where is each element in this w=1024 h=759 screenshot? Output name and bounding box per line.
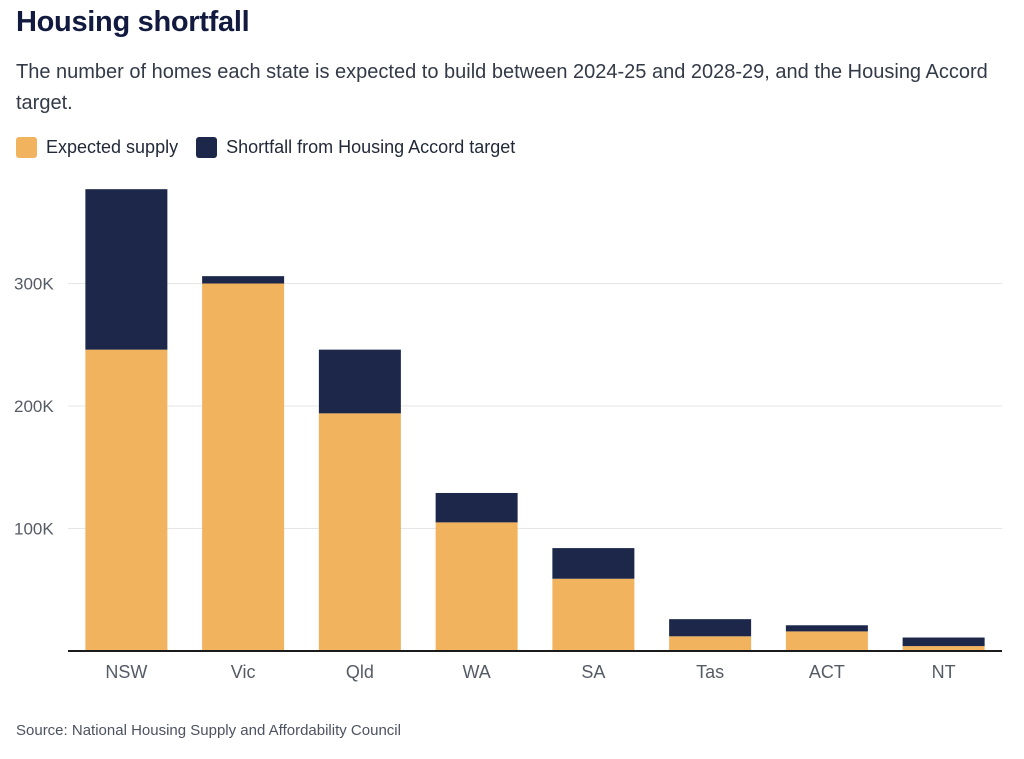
x-tick-label: WA — [462, 662, 490, 682]
bar-shortfall-act — [785, 625, 868, 632]
y-tick-label: 200K — [14, 397, 54, 416]
bar-shortfall-vic — [202, 276, 285, 284]
bar-supply-vic — [202, 283, 285, 651]
source-note: Source: National Housing Supply and Affo… — [16, 722, 401, 739]
x-tick-label: ACT — [809, 662, 845, 682]
x-tick-label: Tas — [696, 662, 724, 682]
legend-swatch-supply — [16, 137, 37, 158]
legend-swatch-shortfall — [196, 137, 218, 158]
y-tick-label: 100K — [14, 520, 54, 539]
legend-item-supply: Expected supply — [16, 137, 178, 158]
axis-labels: 100K 200K 300K NSW Vic Qld WA SA Tas ACT NT — [14, 275, 956, 683]
bar-shortfall-wa — [435, 492, 518, 523]
legend-label-supply: Expected supply — [46, 137, 179, 157]
bar-supply-tas — [669, 636, 752, 651]
bar-supply-qld — [318, 413, 401, 651]
bar-supply-nsw — [85, 349, 168, 651]
chart-subtitle: The number of homes each state is expect… — [16, 61, 988, 114]
legend: Expected supply Shortfall from Housing A… — [16, 137, 533, 158]
legend-item-shortfall: Shortfall from Housing Accord target — [196, 137, 515, 158]
bar-supply-wa — [435, 522, 518, 651]
bar-shortfall-nsw — [85, 189, 168, 350]
stacked-bar-chart: 100K 200K 300K NSW Vic Qld WA SA Tas ACT NT — [14, 189, 1002, 683]
bar-shortfall-sa — [552, 548, 635, 579]
x-tick-label: Vic — [231, 662, 256, 682]
bar-supply-nt — [902, 646, 985, 651]
x-tick-label: Qld — [346, 662, 374, 682]
bar-supply-act — [785, 631, 868, 651]
x-tick-label: NT — [932, 662, 956, 682]
legend-label-shortfall: Shortfall from Housing Accord target — [226, 137, 516, 157]
bar-shortfall-nt — [902, 637, 985, 647]
bars — [85, 189, 985, 651]
chart-title: Housing shortfall — [16, 6, 250, 38]
bar-shortfall-qld — [318, 349, 401, 414]
y-tick-label: 300K — [14, 275, 54, 294]
bar-supply-sa — [552, 578, 635, 651]
x-tick-label: NSW — [105, 662, 147, 682]
x-tick-label: SA — [581, 662, 605, 682]
bar-shortfall-tas — [669, 619, 752, 637]
